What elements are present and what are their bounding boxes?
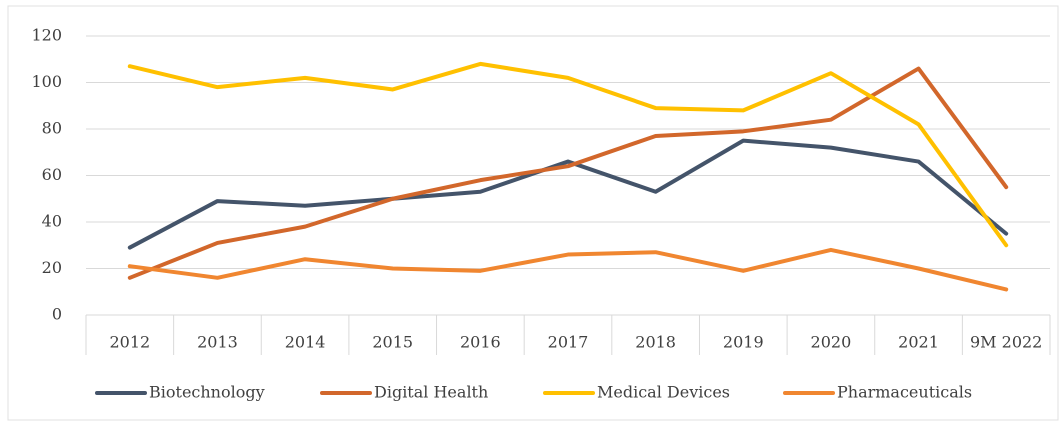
- x-tick-label: 2018: [635, 333, 676, 352]
- x-tick-label: 2012: [109, 333, 150, 352]
- legend-label: Medical Devices: [597, 383, 730, 402]
- legend-label: Biotechnology: [149, 383, 265, 402]
- series-line: [127, 138, 1009, 250]
- x-tick-label: 2017: [548, 333, 589, 352]
- legend-label: Pharmaceuticals: [837, 383, 972, 402]
- y-tick-label: 80: [42, 119, 62, 138]
- x-tick-label: 2013: [197, 333, 238, 352]
- y-tick-label: 0: [52, 305, 62, 324]
- y-tick-label: 100: [31, 72, 62, 91]
- y-tick-label: 120: [31, 26, 62, 45]
- x-tick-label: 2015: [372, 333, 413, 352]
- series-line: [127, 247, 1009, 292]
- y-tick-label: 20: [42, 258, 62, 277]
- y-tick-label: 40: [42, 212, 62, 231]
- series-line: [127, 66, 1009, 280]
- x-tick-label: 2019: [723, 333, 764, 352]
- x-tick-label: 2020: [811, 333, 852, 352]
- x-tick-label: 2014: [285, 333, 326, 352]
- legend-label: Digital Health: [374, 383, 488, 402]
- x-tick-label: 2016: [460, 333, 501, 352]
- series-line: [127, 61, 1009, 248]
- x-tick-label: 9M 2022: [970, 333, 1042, 352]
- x-tick-label: 2021: [898, 333, 939, 352]
- chart-border: [7, 5, 1059, 421]
- y-tick-label: 60: [42, 165, 62, 184]
